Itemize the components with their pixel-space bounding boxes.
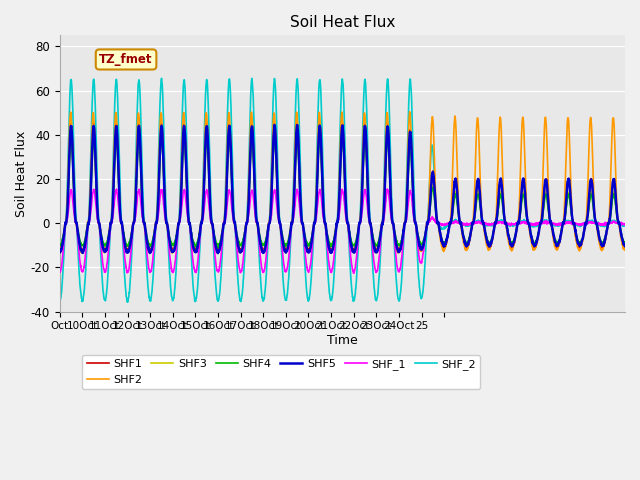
SHF5 bbox=[67, 123, 75, 129]
SHF3 bbox=[372, 248, 380, 254]
SHF4 bbox=[214, 245, 222, 251]
SHF5 bbox=[214, 250, 221, 256]
SHF2 bbox=[67, 117, 75, 122]
SHF_1 bbox=[540, 220, 547, 226]
X-axis label: Time: Time bbox=[327, 334, 358, 347]
SHF2 bbox=[56, 249, 63, 254]
SHF3 bbox=[67, 132, 75, 138]
SHF_1 bbox=[561, 219, 569, 225]
SHF5 bbox=[56, 250, 63, 255]
Text: TZ_fmet: TZ_fmet bbox=[99, 53, 153, 66]
SHF1 bbox=[516, 204, 524, 210]
Y-axis label: Soil Heat Flux: Soil Heat Flux bbox=[15, 131, 28, 216]
SHF3 bbox=[275, 218, 283, 224]
SHF_1 bbox=[516, 220, 524, 226]
Legend: SHF1, SHF2, SHF3, SHF4, SHF5, SHF_1, SHF_2: SHF1, SHF2, SHF3, SHF4, SHF5, SHF_1, SHF… bbox=[83, 355, 481, 389]
SHF1 bbox=[621, 244, 629, 250]
SHF4 bbox=[372, 241, 380, 247]
SHF_2 bbox=[67, 77, 75, 83]
SHF_2 bbox=[540, 218, 547, 224]
SHF2 bbox=[561, 193, 569, 199]
SHF1 bbox=[372, 247, 380, 253]
SHF_2 bbox=[276, 214, 284, 219]
SHF3 bbox=[516, 209, 524, 215]
SHF2 bbox=[540, 152, 547, 157]
SHF3 bbox=[260, 251, 268, 256]
Line: SHF_2: SHF_2 bbox=[60, 78, 625, 302]
Line: SHF1: SHF1 bbox=[60, 123, 625, 251]
SHF_1 bbox=[275, 219, 283, 225]
SHF_1 bbox=[621, 222, 629, 228]
Title: Soil Heat Flux: Soil Heat Flux bbox=[290, 15, 395, 30]
SHF3 bbox=[561, 216, 569, 221]
SHF5 bbox=[540, 197, 547, 203]
Line: SHF_1: SHF_1 bbox=[60, 189, 625, 273]
Line: SHF4: SHF4 bbox=[60, 138, 625, 248]
SHF4 bbox=[540, 205, 547, 211]
SHF4 bbox=[276, 218, 284, 224]
SHF_2 bbox=[157, 75, 165, 81]
SHF5 bbox=[561, 214, 569, 219]
SHF5 bbox=[276, 219, 284, 225]
Line: SHF5: SHF5 bbox=[60, 125, 625, 253]
SHF2 bbox=[516, 166, 524, 171]
SHF_2 bbox=[124, 300, 131, 305]
SHF4 bbox=[561, 217, 569, 223]
SHF1 bbox=[305, 248, 312, 254]
SHF2 bbox=[406, 109, 413, 115]
SHF_1 bbox=[349, 270, 357, 276]
SHF4 bbox=[56, 241, 63, 247]
SHF1 bbox=[561, 213, 569, 219]
SHF1 bbox=[275, 218, 283, 224]
SHF1 bbox=[540, 198, 547, 204]
SHF1 bbox=[67, 122, 75, 128]
SHF2 bbox=[275, 220, 283, 226]
SHF_2 bbox=[516, 220, 524, 226]
SHF3 bbox=[621, 242, 629, 248]
SHF_2 bbox=[621, 222, 629, 228]
SHF4 bbox=[621, 240, 629, 246]
SHF5 bbox=[372, 248, 380, 254]
SHF4 bbox=[135, 135, 143, 141]
SHF2 bbox=[371, 248, 379, 254]
SHF4 bbox=[67, 136, 75, 142]
SHF2 bbox=[621, 247, 629, 253]
SHF_2 bbox=[561, 220, 569, 226]
SHF_2 bbox=[56, 298, 63, 303]
SHF5 bbox=[621, 243, 629, 249]
SHF3 bbox=[540, 204, 547, 209]
SHF3 bbox=[361, 131, 369, 136]
SHF_1 bbox=[371, 267, 379, 273]
SHF1 bbox=[203, 120, 211, 126]
SHF5 bbox=[271, 122, 278, 128]
Line: SHF2: SHF2 bbox=[60, 112, 625, 253]
SHF_1 bbox=[67, 188, 75, 194]
SHF5 bbox=[516, 205, 524, 211]
SHF2 bbox=[214, 250, 221, 256]
SHF_2 bbox=[372, 297, 380, 303]
SHF_1 bbox=[383, 186, 391, 192]
SHF4 bbox=[516, 209, 524, 215]
SHF1 bbox=[56, 247, 63, 252]
Line: SHF3: SHF3 bbox=[60, 133, 625, 253]
SHF3 bbox=[56, 249, 63, 255]
SHF_1 bbox=[56, 269, 63, 275]
